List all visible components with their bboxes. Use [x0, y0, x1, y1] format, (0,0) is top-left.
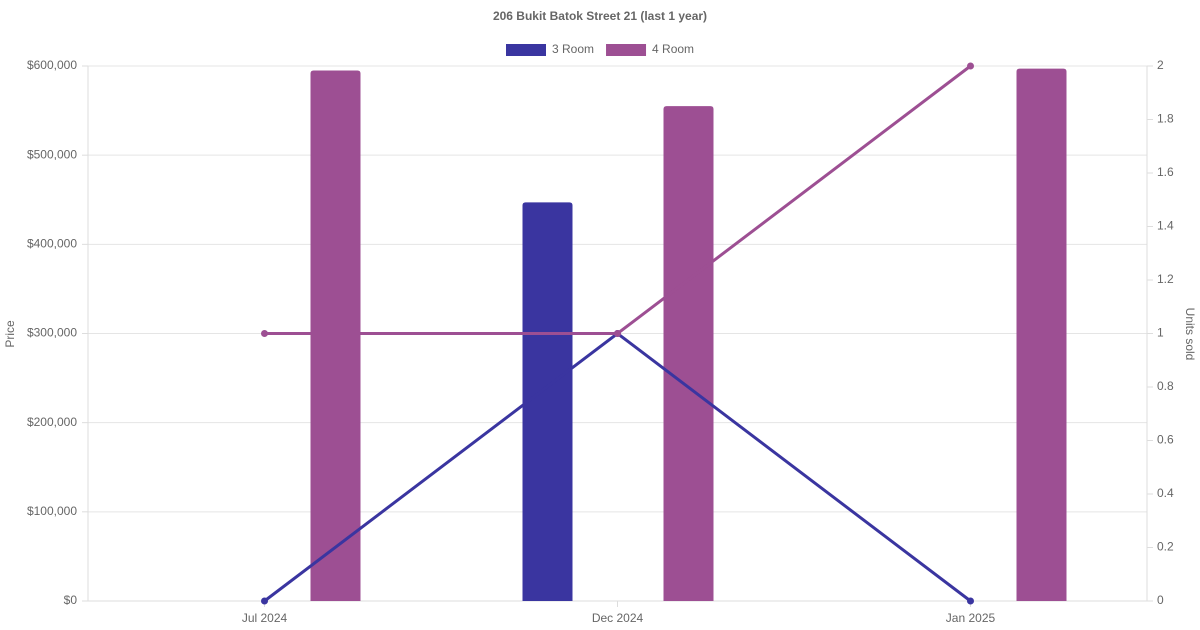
y2-tick-label: 0.8 [1157, 379, 1174, 393]
y2-tick-label: 0 [1157, 593, 1164, 607]
chart-title: 206 Bukit Batok Street 21 (last 1 year) [493, 9, 707, 23]
y-tick-label: $100,000 [27, 504, 77, 518]
y-tick-label: $300,000 [27, 326, 77, 340]
legend-swatch [506, 44, 546, 56]
legend-label: 3 Room [552, 42, 594, 56]
legend-swatch [606, 44, 647, 56]
bar [1016, 68, 1067, 602]
y2-tick-label: 0.2 [1157, 540, 1174, 554]
bar [663, 106, 714, 601]
line-point [261, 330, 268, 337]
y-tick-label: $200,000 [27, 415, 77, 429]
y2-tick-label: 1.8 [1157, 112, 1174, 126]
y-tick-label: $600,000 [27, 58, 77, 72]
line [263, 331, 972, 603]
line-point [261, 597, 268, 605]
y2-tick-label: 1.4 [1157, 219, 1174, 233]
x-tick-label: Dec 2024 [592, 611, 644, 625]
bar [522, 202, 573, 602]
x-tick-label: Jul 2024 [242, 611, 288, 625]
y2-tick-label: 0.6 [1157, 433, 1174, 447]
line [264, 64, 972, 335]
y2-tick-label: 1.2 [1157, 272, 1174, 286]
legend-label: 4 Room [652, 42, 694, 56]
x-tick-label: Jan 2025 [946, 611, 996, 625]
y2-tick-label: 2 [1157, 58, 1164, 72]
y2-tick-label: 1 [1157, 326, 1164, 340]
y2-tick-label: 1.6 [1157, 165, 1174, 179]
line-point [614, 330, 621, 337]
y-axis-title: Price [3, 320, 17, 348]
y-tick-label: $0 [64, 593, 78, 607]
bar [310, 70, 361, 602]
y-tick-label: $500,000 [27, 147, 77, 161]
line-point [967, 597, 974, 605]
y2-tick-label: 0.4 [1157, 486, 1174, 500]
line-point [967, 62, 974, 70]
y2-axis-title: Units sold [1183, 308, 1197, 361]
y-tick-label: $400,000 [27, 237, 77, 251]
